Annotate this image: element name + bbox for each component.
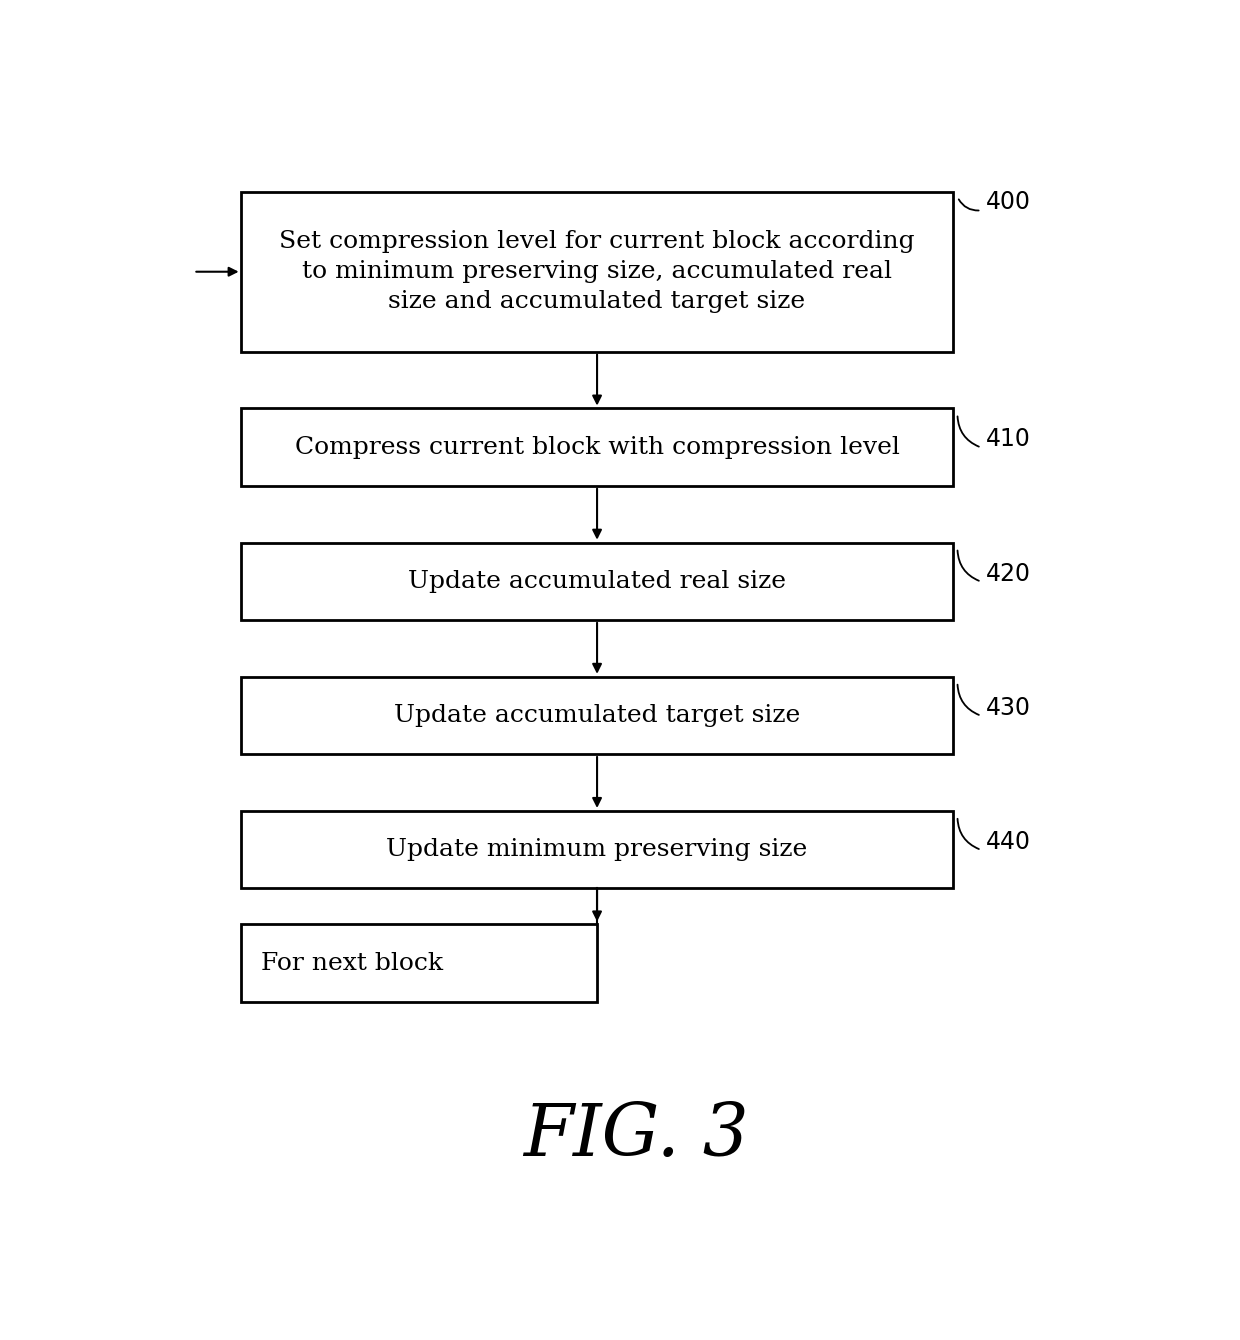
Bar <box>242 192 952 351</box>
Bar <box>242 811 952 888</box>
Text: FIG. 3: FIG. 3 <box>522 1100 749 1171</box>
Text: Set compression level for current block according
to minimum preserving size, ac: Set compression level for current block … <box>279 230 915 314</box>
Text: Update accumulated target size: Update accumulated target size <box>394 704 800 726</box>
Bar <box>242 409 952 486</box>
Bar <box>242 925 596 1002</box>
Text: 420: 420 <box>986 561 1032 586</box>
Text: 440: 440 <box>986 829 1032 854</box>
Bar <box>242 543 952 620</box>
Text: 430: 430 <box>986 695 1032 720</box>
Text: Update accumulated real size: Update accumulated real size <box>408 570 786 592</box>
Bar <box>242 677 952 754</box>
Text: Compress current block with compression level: Compress current block with compression … <box>295 436 899 458</box>
Text: 410: 410 <box>986 427 1032 452</box>
Text: For next block: For next block <box>260 951 443 974</box>
Text: Update minimum preserving size: Update minimum preserving size <box>387 838 807 862</box>
Text: 400: 400 <box>986 190 1032 214</box>
